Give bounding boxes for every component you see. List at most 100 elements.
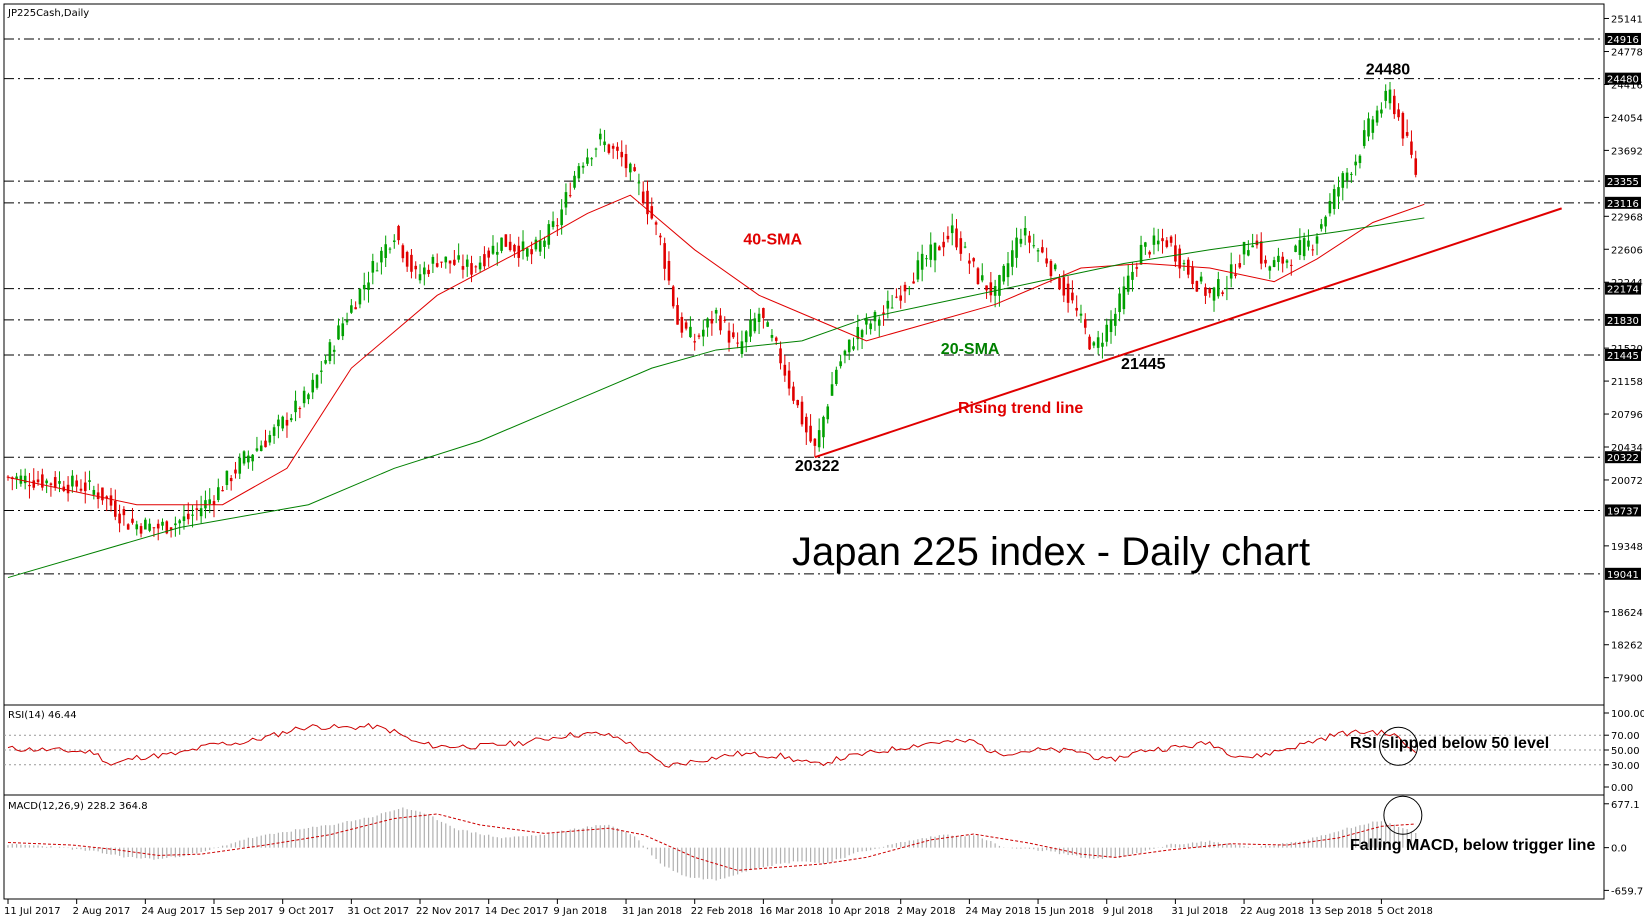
candle-body <box>504 234 508 247</box>
candle-body <box>663 243 666 269</box>
candle-body <box>1083 319 1087 328</box>
candle-body <box>1058 278 1061 290</box>
candle-body <box>341 323 345 337</box>
candle-body <box>586 157 589 164</box>
date-tick-label: 22 Nov 2017 <box>416 906 480 917</box>
date-tick-label: 31 Jan 2018 <box>622 906 682 917</box>
level-label-box <box>1605 313 1641 326</box>
candle-body <box>126 524 130 530</box>
candle-body <box>375 270 379 272</box>
candle-body <box>968 260 971 264</box>
candle-body <box>1066 283 1070 303</box>
candle-body <box>809 425 812 442</box>
candle-body <box>1268 266 1272 271</box>
candle-body <box>641 191 645 204</box>
candle-body <box>1011 250 1014 267</box>
candle-body <box>1380 109 1383 114</box>
candle-body <box>453 259 456 265</box>
candle-body <box>152 527 156 529</box>
candle-body <box>732 332 735 338</box>
candle-body <box>667 260 671 281</box>
candle-body <box>144 519 147 530</box>
candle-body <box>358 289 362 305</box>
candle-body <box>88 480 91 482</box>
candle-body <box>1062 277 1066 296</box>
price-tick-label: 23692 <box>1611 146 1643 157</box>
candle-body <box>577 166 581 179</box>
date-tick-label: 13 Sep 2018 <box>1309 906 1372 917</box>
candle-body <box>1401 112 1405 139</box>
date-tick-label: 14 Dec 2017 <box>485 906 549 917</box>
candle-body <box>174 523 177 526</box>
candle-body <box>66 484 70 494</box>
candle-body <box>53 477 57 488</box>
candle-body <box>1332 189 1336 209</box>
candle-body <box>1028 235 1031 243</box>
level-label: 20322 <box>1607 453 1639 464</box>
candle-body <box>624 153 628 169</box>
candle-body <box>367 282 370 290</box>
candle-body <box>852 346 855 350</box>
candle-body <box>1105 324 1109 342</box>
date-tick-label: 9 Jan 2018 <box>553 906 607 917</box>
candle-body <box>131 518 134 523</box>
candle-body <box>268 435 272 443</box>
level-label: 19737 <box>1607 506 1639 517</box>
candle-body <box>976 268 980 285</box>
candle-body <box>302 390 306 404</box>
candle-body <box>45 480 48 484</box>
price-tick-label: 24778 <box>1611 48 1643 59</box>
macd-annotation: Falling MACD, below trigger line <box>1350 837 1595 854</box>
macd-tick-label: -659.7 <box>1611 886 1643 897</box>
candle-body <box>1307 240 1310 247</box>
chart-title: Japan 225 index - Daily chart <box>792 530 1310 574</box>
candle-body <box>929 244 933 260</box>
candle-body <box>427 269 430 275</box>
candle-body <box>895 296 898 298</box>
candle-body <box>946 235 950 240</box>
candle-body <box>41 474 44 488</box>
candle-body <box>1002 265 1006 282</box>
candle-body <box>1096 337 1100 348</box>
candle-body <box>75 480 78 487</box>
level-label-box <box>1605 72 1641 85</box>
date-tick-label: 11 Jul 2017 <box>4 906 61 917</box>
candle-body <box>448 260 452 264</box>
candle-body <box>1174 245 1177 262</box>
candle-body <box>221 490 224 492</box>
candle-body <box>186 513 190 520</box>
candle-body <box>757 313 761 322</box>
candle-body <box>1122 286 1126 310</box>
candle-body <box>1341 173 1345 188</box>
candle-body <box>1139 244 1143 265</box>
candle-body <box>538 240 542 252</box>
candle-body <box>1405 132 1409 136</box>
candle-body <box>36 479 40 483</box>
candle-body <box>345 319 349 323</box>
price-tick-label: 24416 <box>1611 80 1643 91</box>
candle-body <box>676 305 679 325</box>
candle-body <box>547 224 551 245</box>
candle-body <box>354 307 357 310</box>
candle-body <box>950 225 954 234</box>
level-label: 23355 <box>1607 177 1639 188</box>
candle-body <box>1144 242 1147 247</box>
candle-body <box>474 266 478 268</box>
candle-body <box>646 190 649 215</box>
candle-body <box>1410 141 1413 155</box>
candle-body <box>843 350 847 356</box>
candle-body <box>1165 240 1169 247</box>
date-tick-label: 5 Oct 2018 <box>1377 906 1432 917</box>
candle-body <box>1414 158 1418 175</box>
candle-body <box>1032 245 1036 247</box>
price-tick-label: 19348 <box>1611 542 1643 553</box>
candle-body <box>1328 201 1332 214</box>
candle-body <box>307 394 310 400</box>
candle-body <box>1079 313 1083 316</box>
date-tick-label: 22 Feb 2018 <box>691 906 753 917</box>
price-tick-label: 24054 <box>1611 113 1643 124</box>
date-tick-label: 22 Aug 2018 <box>1240 906 1304 917</box>
candle-body <box>560 209 563 226</box>
candle-body <box>1345 172 1349 181</box>
